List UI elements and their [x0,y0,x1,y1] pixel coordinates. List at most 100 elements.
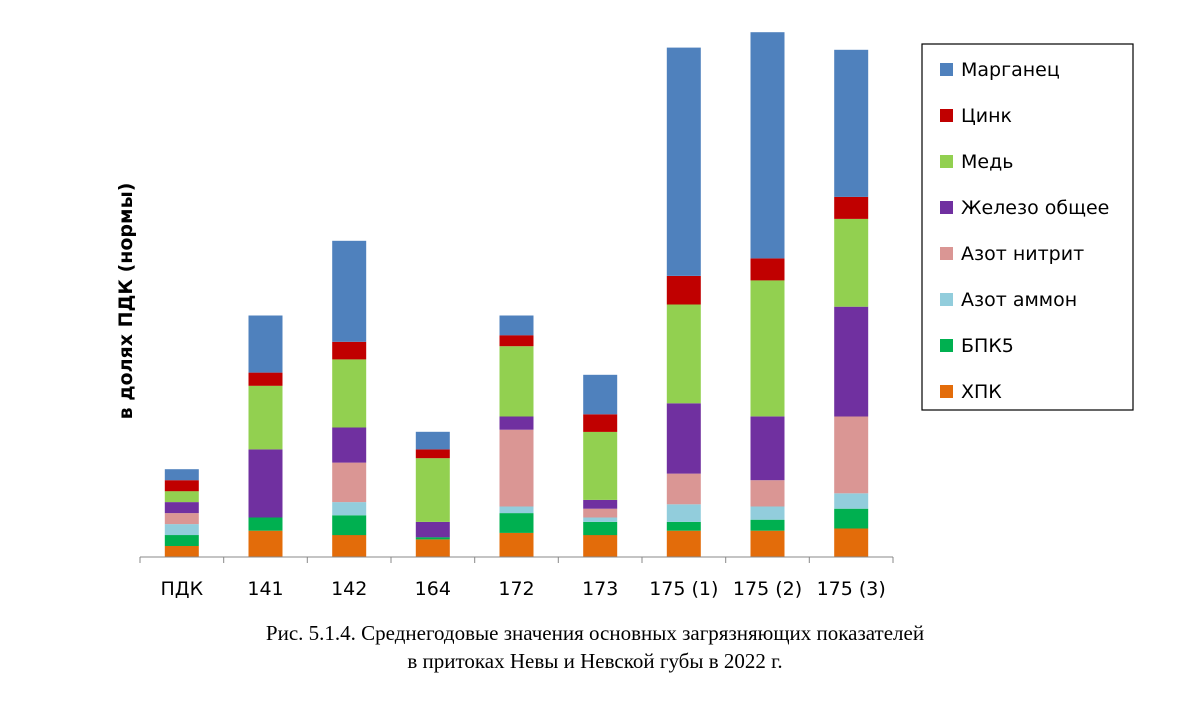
bar-segment [666,521,701,531]
bar-segment [248,372,283,386]
legend-swatch [940,155,953,168]
bar-segment [164,491,199,503]
figure-caption-line-2: в притоках Невы и Невской губы в 2022 г. [407,649,783,673]
legend-swatch [940,385,953,398]
x-tick-label: 172 [498,578,534,600]
bar-segment [750,519,785,531]
legend-swatch [940,63,953,76]
bar-segment [248,315,283,373]
legend-label: Азот аммон [961,289,1077,311]
bar-segment [583,499,618,509]
x-tick-label: 175 (3) [817,578,886,600]
bars-layer [164,32,869,557]
bar-segment [499,315,534,336]
legend-label: Медь [961,151,1013,173]
bar-segment [164,502,199,514]
bar-segment [583,521,618,536]
bar-segment [750,258,785,281]
x-tick-labels: ПДК 141 142 164 172 173 175 (1) 175 (2) 175 (3) [160,578,885,600]
bar-segment [499,416,534,430]
legend-swatch [940,201,953,214]
legend-label: БПК5 [961,335,1014,357]
x-tick-label: 164 [415,578,451,600]
bar-segment [164,524,199,536]
legend-swatch [940,247,953,260]
bar-segment [499,335,534,347]
x-tick-marks [139,557,894,563]
bar-segment [750,530,785,557]
bar-segment [164,546,199,557]
bar-segment [248,517,283,531]
bar-segment [750,280,785,417]
bar-segment [834,306,869,417]
x-tick-label: 175 (1) [649,578,718,600]
legend-label: Марганец [961,59,1060,81]
bar-segment [834,49,869,197]
bar-segment [164,513,199,525]
bar-segment [332,502,367,516]
figure-caption-line-1: Рис. 5.1.4. Среднегодовые значения основ… [265,621,925,645]
bar-segment [750,480,785,507]
bar-segment [415,458,450,522]
bar-segment [750,32,785,259]
bar-segment [666,403,701,474]
bar-segment [415,431,450,450]
y-axis-label-group: в долях ПДК (нормы) [115,183,137,420]
bar-segment [583,374,618,415]
bar-segment [164,469,199,481]
bar-segment [834,196,869,219]
bar-segment [332,515,367,536]
bar-segment [164,535,199,546]
bar-segment [834,218,869,307]
bar-segment [666,473,701,505]
bar-segment [248,449,283,518]
bar-segment [332,427,367,463]
legend: Марганец Цинк Медь Железо общее Азот нитрит А… [921,43,1134,411]
bar-segment [415,449,450,459]
bar-segment [666,276,701,305]
legend-label: Азот нитрит [961,243,1084,265]
x-tick-label: 142 [331,578,367,600]
bar-segment [834,493,869,509]
bar-segment [666,504,701,522]
bar-segment [666,530,701,557]
x-tick-label: ПДК [160,578,203,600]
y-axis-label: в долях ПДК (нормы) [115,183,137,420]
legend-swatch [940,293,953,306]
bar-segment [332,240,367,342]
bar-segment [499,506,534,514]
bar-segment [750,416,785,481]
legend-label: Цинк [961,105,1012,127]
bar-segment [248,385,283,450]
legend-frame [921,43,1134,411]
legend-swatch [940,109,953,122]
legend-swatch [940,339,953,352]
bar-segment [834,416,869,494]
bar-segment [750,506,785,520]
bar-segment [499,429,534,507]
bar-segment [415,521,450,538]
bar-segment [499,346,534,417]
bar-segment [583,517,618,522]
bar-segment [834,508,869,529]
legend-label: ХПК [961,381,1002,403]
bar-segment [666,47,701,276]
bar-segment [332,535,367,557]
bar-segment [499,513,534,533]
x-tick-label: 173 [582,578,618,600]
legend-label: Железо общее [961,197,1109,219]
bar-segment [666,304,701,404]
bar-segment [332,359,367,428]
bar-segment [834,528,869,557]
bar-segment [332,341,367,360]
x-tick-label: 141 [247,578,283,600]
bar-segment [248,530,283,557]
bar-segment [583,535,618,557]
bar-segment [415,539,450,557]
bar-segment [332,462,367,503]
x-tick-label: 175 (2) [733,578,802,600]
bar-segment [583,508,618,518]
bar-segment [583,414,618,432]
bar-segment [164,480,199,492]
